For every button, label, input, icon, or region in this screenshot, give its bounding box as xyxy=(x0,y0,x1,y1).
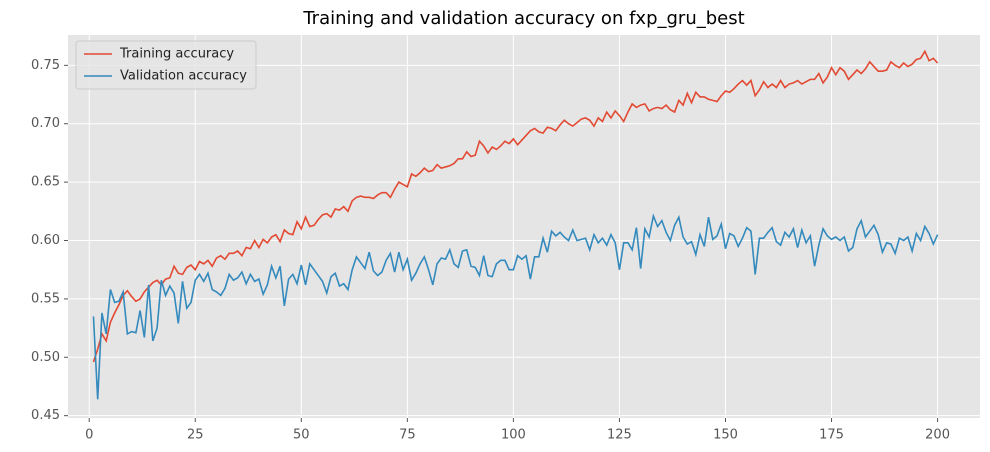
y-tick-label: 0.65 xyxy=(31,175,60,190)
x-tick-label: 125 xyxy=(607,428,632,443)
y-tick-label: 0.50 xyxy=(31,350,60,365)
x-tick-label: 50 xyxy=(293,428,310,443)
x-tick-label: 175 xyxy=(819,428,844,443)
plot-area xyxy=(68,35,980,418)
y-tick-label: 0.70 xyxy=(31,116,60,131)
y-tick-label: 0.75 xyxy=(31,58,60,73)
y-tick-label: 0.55 xyxy=(31,291,60,306)
chart-title: Training and validation accuracy on fxp_… xyxy=(302,8,744,29)
data-line xyxy=(92,49,939,363)
y-tick-label: 0.45 xyxy=(31,408,60,423)
y-tick-label: 0.60 xyxy=(31,233,60,248)
x-tick-label: 100 xyxy=(501,428,526,443)
x-tick-label: 150 xyxy=(713,428,738,443)
legend-box xyxy=(75,40,257,90)
data-line xyxy=(92,213,939,400)
x-tick-label: 25 xyxy=(187,428,204,443)
legend-label: Validation accuracy xyxy=(120,69,247,84)
x-tick-label: 75 xyxy=(399,428,416,443)
legend-label: Training accuracy xyxy=(119,47,234,62)
x-tick-label: 200 xyxy=(925,428,950,443)
x-tick-label: 0 xyxy=(85,428,93,443)
